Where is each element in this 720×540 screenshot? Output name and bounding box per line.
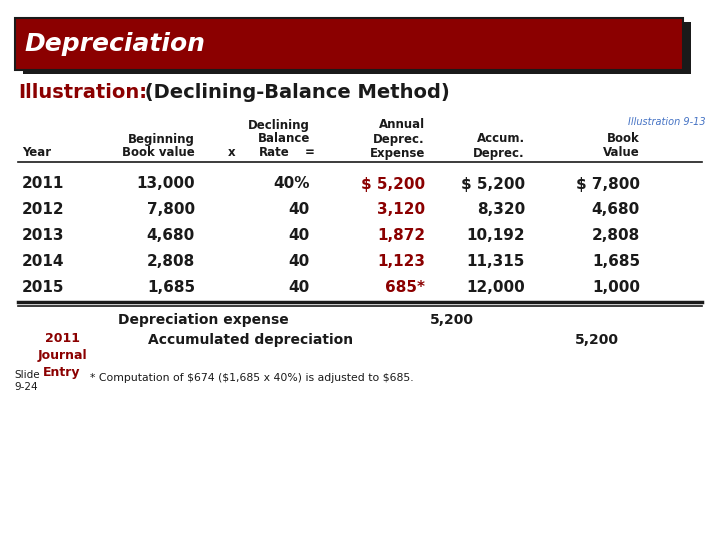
Text: Illustration:: Illustration: bbox=[18, 83, 147, 102]
Text: Book: Book bbox=[607, 132, 640, 145]
Text: 5,200: 5,200 bbox=[430, 313, 474, 327]
Text: 2,808: 2,808 bbox=[147, 254, 195, 269]
Text: Annual: Annual bbox=[379, 118, 425, 132]
Text: 4,680: 4,680 bbox=[147, 228, 195, 244]
Text: 40: 40 bbox=[289, 280, 310, 295]
Text: Slide
9-24: Slide 9-24 bbox=[14, 370, 40, 393]
Text: Depreciation expense: Depreciation expense bbox=[118, 313, 289, 327]
Text: 1,000: 1,000 bbox=[592, 280, 640, 295]
Text: 1,685: 1,685 bbox=[147, 280, 195, 295]
Text: 1,123: 1,123 bbox=[377, 254, 425, 269]
Text: 4,680: 4,680 bbox=[592, 202, 640, 218]
Text: Beginning: Beginning bbox=[128, 132, 195, 145]
Text: 40%: 40% bbox=[274, 177, 310, 192]
Text: 40: 40 bbox=[289, 254, 310, 269]
Text: 12,000: 12,000 bbox=[467, 280, 525, 295]
Text: 40: 40 bbox=[289, 202, 310, 218]
Text: Expense: Expense bbox=[369, 146, 425, 159]
Text: =: = bbox=[305, 146, 315, 159]
Text: $ 7,800: $ 7,800 bbox=[576, 177, 640, 192]
Text: 2,808: 2,808 bbox=[592, 228, 640, 244]
Text: Illustration 9-13: Illustration 9-13 bbox=[629, 117, 706, 127]
Bar bbox=[15, 18, 683, 70]
Text: 13,000: 13,000 bbox=[136, 177, 195, 192]
Text: Balance: Balance bbox=[258, 132, 310, 145]
Text: Deprec.: Deprec. bbox=[374, 132, 425, 145]
Text: Accum.: Accum. bbox=[477, 132, 525, 145]
Text: (Declining-Balance Method): (Declining-Balance Method) bbox=[138, 83, 450, 102]
Text: Depreciation: Depreciation bbox=[24, 32, 205, 56]
Text: x: x bbox=[228, 146, 235, 159]
Text: * Computation of $674 ($1,685 x 40%) is adjusted to $685.: * Computation of $674 ($1,685 x 40%) is … bbox=[90, 373, 413, 383]
Text: 11,315: 11,315 bbox=[467, 254, 525, 269]
Text: 2011: 2011 bbox=[22, 177, 64, 192]
Text: 3,120: 3,120 bbox=[377, 202, 425, 218]
Text: 1,685: 1,685 bbox=[592, 254, 640, 269]
Text: $ 5,200: $ 5,200 bbox=[461, 177, 525, 192]
Text: 2012: 2012 bbox=[22, 202, 65, 218]
Text: 5,200: 5,200 bbox=[575, 333, 619, 347]
Text: 7,800: 7,800 bbox=[147, 202, 195, 218]
Text: Declining: Declining bbox=[248, 118, 310, 132]
Text: 685*: 685* bbox=[385, 280, 425, 295]
Text: Value: Value bbox=[603, 146, 640, 159]
Text: 10,192: 10,192 bbox=[467, 228, 525, 244]
Text: 2014: 2014 bbox=[22, 254, 65, 269]
Text: 1,872: 1,872 bbox=[377, 228, 425, 244]
Text: 2015: 2015 bbox=[22, 280, 65, 295]
Text: 8,320: 8,320 bbox=[477, 202, 525, 218]
Text: Rate: Rate bbox=[259, 146, 290, 159]
Text: Year: Year bbox=[22, 146, 51, 159]
Text: 2011
Journal
Entry: 2011 Journal Entry bbox=[37, 332, 87, 379]
Text: Deprec.: Deprec. bbox=[473, 146, 525, 159]
Text: $ 5,200: $ 5,200 bbox=[361, 177, 425, 192]
Text: Book value: Book value bbox=[122, 146, 195, 159]
Bar bbox=[23, 22, 691, 74]
Text: Accumulated depreciation: Accumulated depreciation bbox=[148, 333, 353, 347]
Text: 2013: 2013 bbox=[22, 228, 65, 244]
Text: 40: 40 bbox=[289, 228, 310, 244]
